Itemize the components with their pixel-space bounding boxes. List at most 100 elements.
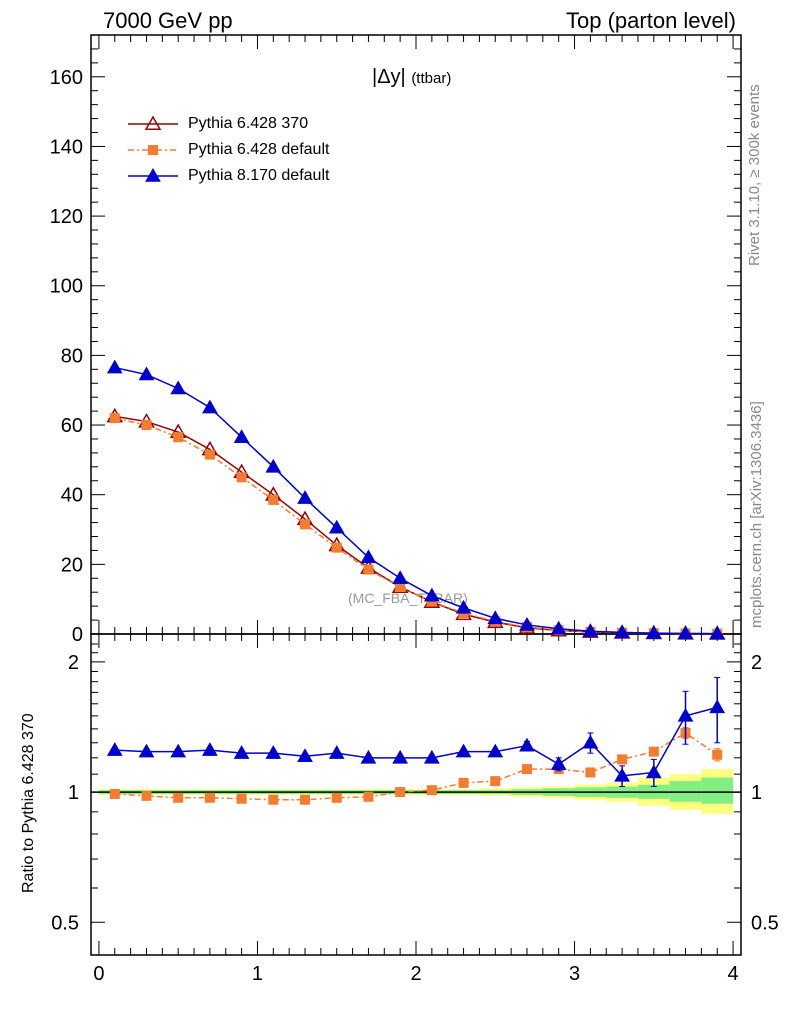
ratio-data-point: [519, 737, 535, 752]
y-tick-label: 100: [50, 276, 83, 298]
main-data-point: [360, 549, 377, 564]
main-data-point: [331, 542, 342, 553]
ratio-data-point: [550, 756, 567, 770]
ratio-y-tick-label: 0.5: [751, 912, 779, 934]
x-tick-label: 1: [252, 963, 263, 985]
header-left: 7000 GeV pp: [103, 8, 233, 33]
x-tick-label: 3: [569, 963, 580, 985]
main-data-point: [233, 429, 250, 443]
main-data-point: [455, 599, 472, 614]
ratio-y-tick-label: 2: [68, 652, 79, 674]
main-data-point: [395, 581, 406, 592]
y-tick-label: 80: [61, 345, 83, 367]
series: [106, 359, 726, 805]
ratio-data-point: [455, 743, 472, 758]
main-series-line: [114, 417, 718, 635]
ratio-data-point: [645, 764, 662, 779]
ratio-data-point: [300, 794, 311, 805]
main-data-point: [141, 420, 152, 431]
legend-entry-p6-370: Pythia 6.428 370: [188, 115, 309, 132]
ratio-data-point: [426, 785, 437, 796]
main-data-point: [106, 359, 123, 374]
ratio-data-point: [712, 749, 723, 760]
legend-marker: [145, 167, 161, 182]
main-data-point: [300, 519, 311, 530]
legend-marker: [148, 145, 158, 155]
ratio-data-point: [392, 749, 409, 764]
main-data-point: [204, 449, 215, 460]
ratio-data-point: [233, 745, 250, 759]
main-data-point: [265, 458, 282, 473]
main-series-line: [114, 415, 718, 635]
y-tick-label: 40: [61, 485, 83, 507]
ratio-data-point: [265, 745, 282, 759]
main-data-point: [109, 413, 120, 424]
main-data-point: [392, 570, 409, 585]
ratio-data-point: [106, 742, 123, 756]
y-tick-label: 60: [61, 415, 83, 437]
ratio-data-point: [585, 767, 596, 778]
mc-uncertainty-band: [91, 769, 741, 814]
ratio-data-point: [109, 788, 120, 799]
main-data-point: [328, 519, 345, 534]
ratio-data-point: [423, 749, 440, 764]
ratio-y-tick-label: 1: [751, 782, 762, 804]
ratio-y-tick-label: 0.5: [51, 912, 79, 934]
ratio-data-point: [141, 790, 152, 801]
observable-label: |Δy| (ttbar): [372, 66, 451, 89]
ratio-data-point: [138, 743, 155, 758]
ratio-data-point: [236, 793, 247, 804]
ratio-data-point: [297, 748, 313, 763]
y-tick-label: 0: [72, 624, 83, 646]
ratio-data-point: [490, 776, 501, 787]
ratio-data-point: [521, 764, 532, 775]
main-data-point: [550, 620, 567, 635]
main-data-point: [268, 494, 279, 505]
ratio-data-point: [363, 791, 374, 802]
main-data-point: [173, 432, 184, 443]
x-tick-label: 4: [728, 963, 739, 985]
legend-entry-p6-default: Pythia 6.428 default: [188, 141, 330, 158]
ratio-data-point: [458, 777, 469, 788]
main-data-point: [709, 625, 726, 640]
y-tick-label: 140: [50, 136, 83, 158]
ratio-data-point: [268, 794, 279, 805]
ratio-data-point: [614, 767, 630, 782]
legend-marker: [144, 115, 162, 130]
legend-markers: [128, 115, 178, 182]
main-data-point: [487, 610, 504, 625]
main-data-point: [519, 616, 535, 631]
main-data-point: [677, 625, 694, 640]
main-data-point: [426, 596, 437, 607]
observable-main: |Δy|: [372, 66, 406, 88]
main-data-point: [423, 587, 440, 602]
main-data-point: [363, 564, 374, 575]
main-data-point: [645, 625, 662, 639]
axes: 0 20 40 60 80 100 120 140 160 0 1 2 3 4 0.5 0.5 1 1 2 2: [50, 34, 779, 985]
main-data-point: [170, 380, 187, 395]
ratio-data-point: [170, 743, 187, 758]
y-tick-label: 120: [50, 206, 83, 228]
x-tick-label: 2: [410, 963, 421, 985]
ratio-data-point: [648, 746, 659, 757]
main-data-point: [614, 624, 630, 639]
x-tick-label: 0: [93, 963, 104, 985]
analysis-tag: (MC_FBA_TTBAR): [348, 590, 468, 606]
ratio-data-point: [582, 734, 599, 749]
y-tick-label: 20: [61, 554, 83, 576]
y-tick-label: 160: [50, 67, 83, 89]
main-frame: [90, 34, 742, 635]
observable-sub: (ttbar): [411, 70, 452, 87]
ratio-data-point: [709, 699, 726, 714]
main-data-point: [236, 472, 247, 483]
ratio-data-point: [677, 707, 694, 722]
ratio-data-point: [487, 743, 504, 758]
main-data-point: [138, 366, 155, 381]
ratio-data-point: [204, 792, 215, 803]
main-data-point: [297, 490, 313, 504]
ratio-data-point: [360, 749, 377, 764]
legend-entry-p8-default: Pythia 8.170 default: [188, 167, 330, 184]
ratio-data-point: [328, 745, 345, 759]
ratio-data-point: [395, 787, 406, 798]
